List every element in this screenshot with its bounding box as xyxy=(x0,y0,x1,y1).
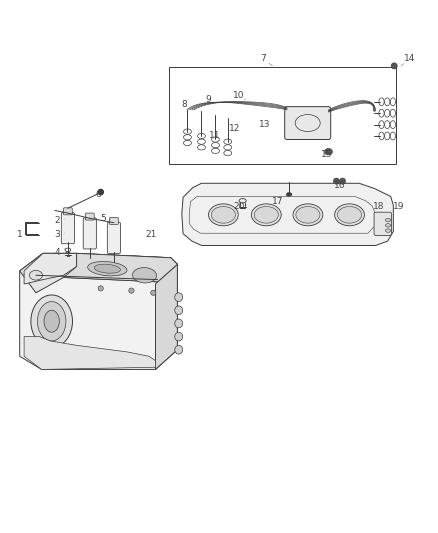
Ellipse shape xyxy=(208,204,238,226)
Ellipse shape xyxy=(385,229,391,232)
Ellipse shape xyxy=(31,295,73,348)
Ellipse shape xyxy=(385,219,391,222)
Text: 12: 12 xyxy=(229,124,240,133)
Circle shape xyxy=(325,149,331,155)
Circle shape xyxy=(391,63,397,69)
Text: 7: 7 xyxy=(260,54,266,63)
Ellipse shape xyxy=(211,206,236,223)
Text: 11: 11 xyxy=(209,131,220,140)
FancyBboxPatch shape xyxy=(285,107,331,140)
Text: 21: 21 xyxy=(145,230,157,239)
Ellipse shape xyxy=(254,206,279,223)
Ellipse shape xyxy=(37,302,66,341)
Text: 20: 20 xyxy=(233,201,244,211)
FancyBboxPatch shape xyxy=(61,213,74,244)
Ellipse shape xyxy=(296,206,320,223)
Ellipse shape xyxy=(385,223,391,227)
Circle shape xyxy=(129,288,134,293)
Polygon shape xyxy=(155,264,177,369)
Ellipse shape xyxy=(175,319,183,328)
Ellipse shape xyxy=(44,310,59,332)
Polygon shape xyxy=(20,253,177,293)
Circle shape xyxy=(151,290,156,295)
Ellipse shape xyxy=(88,262,127,276)
Circle shape xyxy=(98,189,103,195)
Text: 15: 15 xyxy=(321,150,332,159)
Circle shape xyxy=(326,149,332,155)
Circle shape xyxy=(98,286,103,291)
FancyBboxPatch shape xyxy=(64,208,72,215)
Ellipse shape xyxy=(287,193,291,196)
Ellipse shape xyxy=(133,268,156,283)
FancyBboxPatch shape xyxy=(107,222,120,253)
Polygon shape xyxy=(182,183,393,246)
Text: 13: 13 xyxy=(259,119,271,128)
Text: 9: 9 xyxy=(205,95,211,104)
Text: 6: 6 xyxy=(95,190,102,199)
Ellipse shape xyxy=(175,306,183,314)
FancyBboxPatch shape xyxy=(110,217,118,224)
FancyBboxPatch shape xyxy=(83,218,96,249)
Text: 8: 8 xyxy=(181,100,187,109)
Circle shape xyxy=(339,178,346,184)
Text: 18: 18 xyxy=(373,201,385,211)
Text: 10: 10 xyxy=(233,91,244,100)
Polygon shape xyxy=(64,253,177,282)
Text: 4: 4 xyxy=(54,248,60,257)
Text: 1: 1 xyxy=(17,230,23,239)
FancyBboxPatch shape xyxy=(85,213,94,220)
Ellipse shape xyxy=(175,293,183,302)
Polygon shape xyxy=(20,253,177,369)
Circle shape xyxy=(333,178,339,184)
Text: 3: 3 xyxy=(54,230,60,239)
Text: 17: 17 xyxy=(272,197,284,206)
Text: 14: 14 xyxy=(404,54,415,63)
Text: 2: 2 xyxy=(54,216,60,225)
Polygon shape xyxy=(24,253,77,284)
Ellipse shape xyxy=(94,264,120,273)
FancyBboxPatch shape xyxy=(374,212,392,236)
Polygon shape xyxy=(24,336,155,369)
Ellipse shape xyxy=(337,206,362,223)
Text: 16: 16 xyxy=(334,181,345,190)
Ellipse shape xyxy=(293,204,323,226)
Text: 19: 19 xyxy=(393,201,404,211)
Ellipse shape xyxy=(175,345,183,354)
Ellipse shape xyxy=(175,332,183,341)
Ellipse shape xyxy=(29,270,42,280)
Ellipse shape xyxy=(251,204,281,226)
Text: 5: 5 xyxy=(100,214,106,223)
Ellipse shape xyxy=(335,204,364,226)
